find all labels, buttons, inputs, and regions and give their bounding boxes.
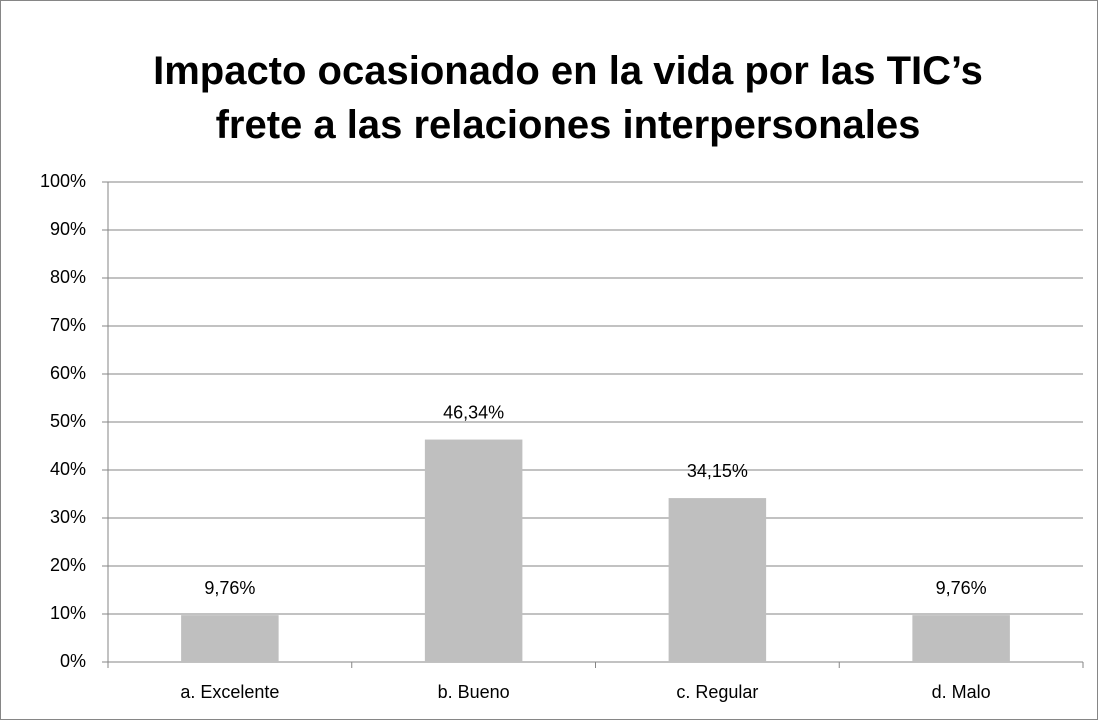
data-label: 34,15% — [687, 461, 748, 481]
bar — [424, 439, 523, 662]
bar — [912, 615, 1010, 662]
bar — [181, 615, 279, 662]
y-tick-label: 30% — [50, 507, 86, 527]
chart-title: Impacto ocasionado en la vida por las TI… — [153, 49, 983, 147]
y-tick-label: 0% — [60, 651, 86, 671]
data-label: 9,76% — [936, 578, 987, 598]
y-tick-label: 40% — [50, 459, 86, 479]
x-tick-label: b. Bueno — [438, 682, 510, 702]
bar — [668, 498, 767, 662]
y-tick-label: 80% — [50, 267, 86, 287]
y-tick-label: 70% — [50, 315, 86, 335]
data-label: 9,76% — [204, 578, 255, 598]
y-tick-label: 20% — [50, 555, 86, 575]
x-tick-label: c. Regular — [676, 682, 758, 702]
x-tick-label: d. Malo — [932, 682, 991, 702]
data-label: 46,34% — [443, 402, 504, 422]
y-tick-label: 90% — [50, 219, 86, 239]
y-tick-label: 10% — [50, 603, 86, 623]
y-tick-label: 50% — [50, 411, 86, 431]
x-tick-label: a. Excelente — [180, 682, 279, 702]
y-tick-label: 60% — [50, 363, 86, 383]
y-tick-label: 100% — [40, 171, 86, 191]
